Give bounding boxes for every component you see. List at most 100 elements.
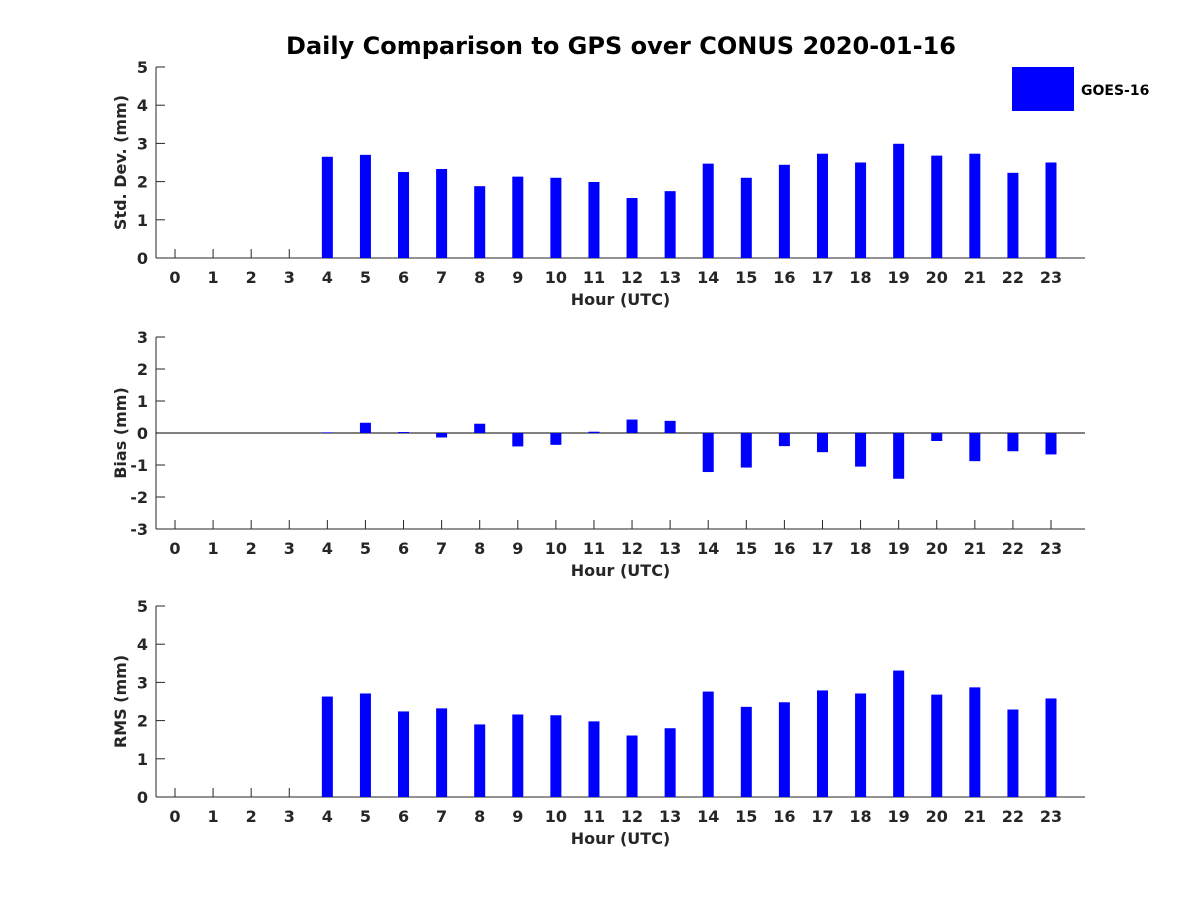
bar-hour-12 (627, 420, 638, 433)
x-tick-label: 11 (583, 539, 605, 558)
y-tick-label: 0 (137, 424, 148, 443)
x-tick-label: 12 (621, 539, 643, 558)
bar-hour-5 (360, 155, 371, 258)
x-tick-label: 15 (735, 807, 757, 826)
bar-hour-12 (627, 735, 638, 797)
x-tick-label: 19 (888, 268, 910, 287)
bar-hour-5 (360, 693, 371, 797)
bar-hour-15 (741, 707, 752, 797)
bar-hour-21 (969, 687, 980, 797)
bar-hour-10 (550, 715, 561, 797)
x-tick-label: 17 (811, 268, 833, 287)
x-tick-label: 7 (436, 539, 447, 558)
x-tick-label: 7 (436, 268, 447, 287)
y-tick-label: 0 (137, 249, 148, 268)
bar-hour-22 (1007, 710, 1018, 797)
bar-hour-18 (855, 693, 866, 797)
bar-hour-20 (931, 433, 942, 441)
x-tick-label: 22 (1002, 807, 1024, 826)
x-tick-label: 18 (849, 539, 871, 558)
bar-hour-13 (665, 728, 676, 797)
x-tick-label: 4 (322, 807, 333, 826)
bar-hour-23 (1046, 163, 1057, 259)
x-tick-label: 15 (735, 539, 757, 558)
bar-hour-15 (741, 178, 752, 258)
x-tick-label: 13 (659, 539, 681, 558)
y-tick-label: 0 (137, 788, 148, 807)
x-tick-label: 19 (888, 539, 910, 558)
bar-hour-9 (512, 177, 523, 258)
x-tick-label: 12 (621, 807, 643, 826)
x-tick-label: 14 (697, 539, 719, 558)
x-tick-label: 1 (208, 807, 219, 826)
x-tick-label: 16 (773, 539, 795, 558)
x-tick-label: 2 (246, 268, 257, 287)
x-tick-label: 6 (398, 539, 409, 558)
x-tick-label: 0 (169, 539, 180, 558)
bar-hour-8 (474, 724, 485, 797)
x-tick-label: 11 (583, 268, 605, 287)
bar-hour-10 (550, 178, 561, 258)
x-tick-label: 23 (1040, 539, 1062, 558)
bar-hour-21 (969, 433, 980, 461)
x-tick-label: 5 (360, 539, 371, 558)
figure-background (0, 0, 1200, 900)
bar-hour-17 (817, 690, 828, 797)
x-tick-label: 23 (1040, 268, 1062, 287)
bar-hour-9 (512, 433, 523, 446)
x-tick-label: 22 (1002, 539, 1024, 558)
y-tick-label: 4 (137, 96, 148, 115)
bar-hour-11 (588, 432, 599, 433)
x-axis-label: Hour (UTC) (571, 829, 671, 848)
bar-hour-6 (398, 432, 409, 433)
y-axis-label: Std. Dev. (mm) (111, 95, 130, 230)
y-tick-label: 1 (137, 211, 148, 230)
bar-hour-18 (855, 163, 866, 259)
x-tick-label: 18 (849, 807, 871, 826)
x-axis-label: Hour (UTC) (571, 561, 671, 580)
x-tick-label: 8 (474, 268, 485, 287)
bar-hour-19 (893, 671, 904, 797)
x-tick-label: 14 (697, 807, 719, 826)
bar-hour-6 (398, 711, 409, 797)
bar-hour-22 (1007, 173, 1018, 258)
bar-hour-6 (398, 172, 409, 258)
bar-hour-11 (588, 721, 599, 797)
bar-hour-19 (893, 433, 904, 479)
x-tick-label: 2 (246, 807, 257, 826)
bar-hour-16 (779, 702, 790, 797)
y-tick-label: 3 (137, 673, 148, 692)
x-tick-label: 8 (474, 807, 485, 826)
bar-hour-4 (322, 432, 333, 433)
y-tick-label: 5 (137, 58, 148, 77)
x-tick-label: 15 (735, 268, 757, 287)
y-tick-label: 5 (137, 597, 148, 616)
bar-hour-20 (931, 695, 942, 797)
x-tick-label: 10 (545, 807, 567, 826)
figure: Daily Comparison to GPS over CONUS 2020-… (0, 0, 1200, 900)
y-axis-label: Bias (mm) (111, 387, 130, 479)
x-tick-label: 19 (888, 807, 910, 826)
bar-hour-17 (817, 154, 828, 258)
bar-hour-17 (817, 433, 828, 452)
bar-hour-13 (665, 421, 676, 433)
x-tick-label: 0 (169, 807, 180, 826)
x-tick-label: 3 (284, 807, 295, 826)
bar-hour-12 (627, 198, 638, 258)
x-tick-label: 9 (512, 539, 523, 558)
x-tick-label: 21 (964, 539, 986, 558)
bar-hour-7 (436, 433, 447, 437)
y-tick-label: 2 (137, 360, 148, 379)
bar-hour-14 (703, 433, 714, 472)
x-tick-label: 6 (398, 268, 409, 287)
x-tick-label: 20 (926, 807, 948, 826)
x-tick-label: 22 (1002, 268, 1024, 287)
x-tick-label: 0 (169, 268, 180, 287)
bar-hour-8 (474, 424, 485, 433)
y-tick-label: 3 (137, 328, 148, 347)
x-tick-label: 13 (659, 807, 681, 826)
bar-hour-10 (550, 433, 561, 445)
bar-hour-4 (322, 697, 333, 797)
x-tick-label: 20 (926, 539, 948, 558)
y-tick-label: -3 (130, 520, 148, 539)
